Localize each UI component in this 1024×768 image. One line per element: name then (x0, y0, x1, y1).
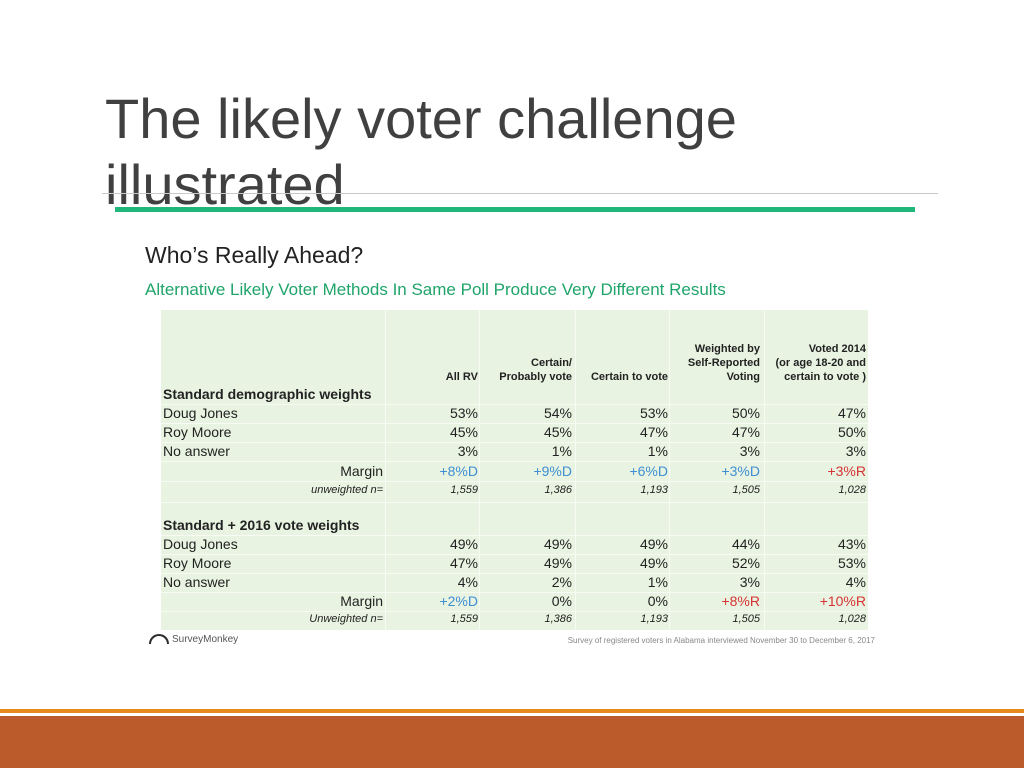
margin-row: Margin +2%D 0% 0% +8%R +10%R (161, 592, 868, 611)
sample-size-cell: 1,028 (838, 484, 866, 496)
cell: 3% (739, 443, 760, 459)
cell: 53% (639, 405, 668, 421)
surveymonkey-logo: SurveyMonkey (149, 634, 238, 645)
column-header: Certain/ Probably vote (499, 357, 572, 383)
margin-cell: 0% (551, 593, 572, 609)
margin-cell: +8%R (721, 593, 760, 609)
row-label: Roy Moore (163, 555, 232, 571)
cell: 49% (449, 536, 478, 552)
sample-size-cell: 1,193 (640, 613, 668, 625)
cell: 4% (457, 574, 478, 590)
table-row: No answer 3% 1% 1% 3% 3% (161, 442, 868, 461)
sample-size-cell: 1,505 (732, 484, 760, 496)
sample-size-label: Unweighted n= (309, 613, 383, 625)
cell: 47% (731, 424, 760, 440)
cell: 50% (731, 405, 760, 421)
title-divider (102, 193, 938, 194)
margin-cell: 0% (647, 593, 668, 609)
cell: 45% (449, 424, 478, 440)
margin-cell: +6%D (629, 463, 668, 479)
margin-row: Margin +8%D +9%D +6%D +3%D +3%R (161, 462, 868, 481)
margin-cell: +2%D (439, 593, 478, 609)
sample-size-cell: 1,386 (544, 613, 572, 625)
section-heading: Standard + 2016 vote weights (163, 517, 360, 533)
sample-size-label: unweighted n= (311, 484, 383, 496)
cell: 49% (543, 536, 572, 552)
cell: 49% (639, 555, 668, 571)
sample-size-cell: 1,559 (450, 484, 478, 496)
cell: 1% (647, 574, 668, 590)
cell: 52% (731, 555, 760, 571)
table-row: Roy Moore 47% 49% 49% 52% 53% (161, 554, 868, 573)
column-header: Certain to vote (590, 371, 668, 383)
footer-band (0, 716, 1024, 768)
cell: 43% (837, 536, 866, 552)
sample-size-cell: 1,028 (838, 613, 866, 625)
cell: 4% (845, 574, 866, 590)
sample-size-row: unweighted n= 1,559 1,386 1,193 1,505 1,… (161, 481, 868, 500)
margin-cell: +10%R (819, 593, 866, 609)
poll-footnote: Survey of registered voters in Alabama i… (567, 636, 875, 645)
cell: 3% (457, 443, 478, 459)
cell: 3% (845, 443, 866, 459)
sample-size-row: Unweighted n= 1,559 1,386 1,193 1,505 1,… (161, 610, 868, 629)
cell: 54% (543, 405, 572, 421)
cell: 49% (543, 555, 572, 571)
slide-title: The likely voter challenge illustrated (105, 86, 737, 216)
row-label: Doug Jones (163, 536, 238, 552)
margin-cell: +3%R (827, 463, 866, 479)
poll-table: All RV Certain/ Probably vote Certain to… (161, 310, 868, 630)
section-heading: Standard demographic weights (163, 386, 372, 402)
cell: 53% (449, 405, 478, 421)
row-label: No answer (163, 443, 230, 459)
sample-size-cell: 1,193 (640, 484, 668, 496)
margin-cell: +8%D (439, 463, 478, 479)
margin-cell: +3%D (721, 463, 760, 479)
column-header: All RV (445, 371, 478, 383)
margin-label: Margin (340, 463, 383, 479)
table-row: Doug Jones 49% 49% 49% 44% 43% (161, 535, 868, 554)
margin-cell: +9%D (533, 463, 572, 479)
cell: 1% (647, 443, 668, 459)
cell: 53% (837, 555, 866, 571)
cell: 44% (731, 536, 760, 552)
cell: 47% (639, 424, 668, 440)
footer-stripe (0, 709, 1024, 713)
cell: 47% (837, 405, 866, 421)
cell: 45% (543, 424, 572, 440)
column-header: Voted 2014 (or age 18-20 and certain to … (775, 343, 866, 383)
column-header: Weighted by Self-Reported Voting (687, 343, 760, 383)
cell: 50% (837, 424, 866, 440)
table-row: Roy Moore 45% 45% 47% 47% 50% (161, 423, 868, 442)
sample-size-cell: 1,386 (544, 484, 572, 496)
cell: 2% (551, 574, 572, 590)
cell: 47% (449, 555, 478, 571)
poll-image: Who’s Really Ahead? Alternative Likely V… (145, 236, 885, 656)
row-label: Doug Jones (163, 405, 238, 421)
poll-title: Who’s Really Ahead? (145, 242, 364, 268)
margin-label: Margin (340, 593, 383, 609)
poll-subtitle: Alternative Likely Voter Methods In Same… (145, 280, 726, 299)
logo-text: SurveyMonkey (172, 634, 239, 645)
table-row: Doug Jones 53% 54% 53% 50% 47% (161, 404, 868, 423)
row-label: No answer (163, 574, 230, 590)
surveymonkey-icon (149, 634, 169, 645)
cell: 49% (639, 536, 668, 552)
sample-size-cell: 1,505 (732, 613, 760, 625)
sample-size-cell: 1,559 (450, 613, 478, 625)
cell: 1% (551, 443, 572, 459)
row-label: Roy Moore (163, 424, 232, 440)
cell: 3% (739, 574, 760, 590)
accent-bar (115, 207, 915, 212)
table-row: No answer 4% 2% 1% 3% 4% (161, 573, 868, 592)
